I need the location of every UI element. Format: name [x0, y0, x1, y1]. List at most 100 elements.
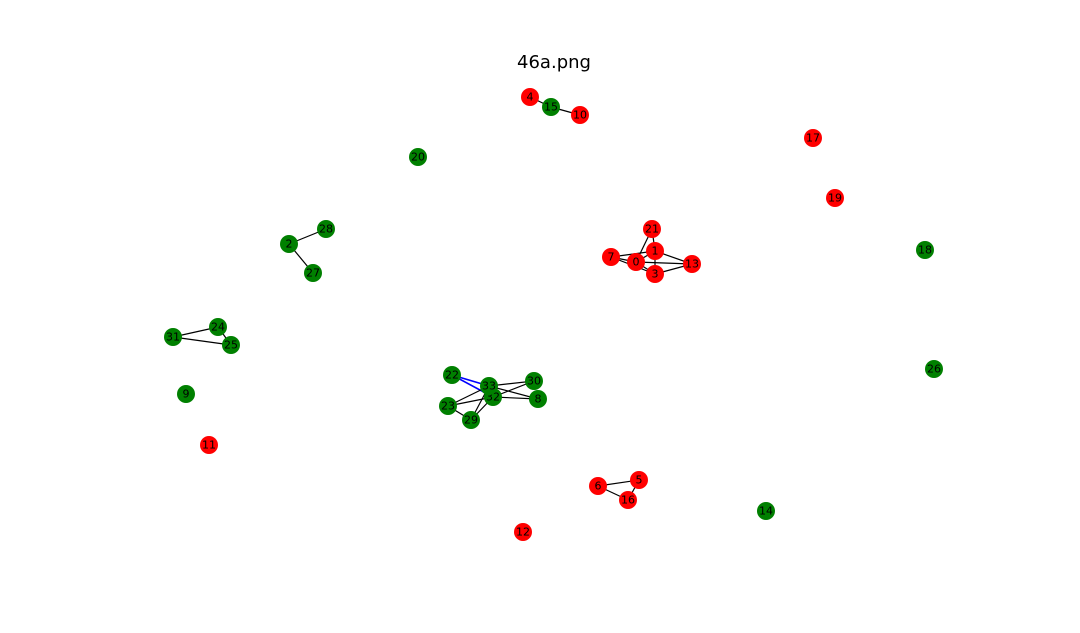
node-circle [521, 88, 539, 106]
node-label: 19 [828, 192, 842, 205]
node-label: 24 [211, 321, 225, 334]
node-label: 10 [573, 109, 587, 122]
nodes-layer: 0123456789101112131415161718192021222324… [164, 88, 943, 541]
node-label: 3 [652, 268, 659, 281]
node-25: 25 [222, 336, 240, 354]
node-circle [480, 377, 498, 395]
node-13: 13 [683, 255, 701, 273]
node-circle [514, 523, 532, 541]
node-2: 2 [280, 235, 298, 253]
node-circle [462, 411, 480, 429]
node-27: 27 [304, 264, 322, 282]
node-circle [525, 372, 543, 390]
node-label: 9 [183, 388, 190, 401]
node-label: 13 [685, 258, 699, 271]
node-circle [826, 189, 844, 207]
node-5: 5 [630, 471, 648, 489]
edges-layer [172, 96, 693, 501]
node-label: 33 [482, 380, 496, 393]
node-30: 30 [525, 372, 543, 390]
node-label: 18 [918, 244, 932, 257]
node-label: 22 [445, 369, 459, 382]
node-label: 5 [636, 474, 643, 487]
node-label: 8 [535, 393, 542, 406]
node-17: 17 [804, 129, 822, 147]
edge-31-25 [172, 336, 232, 346]
node-11: 11 [200, 436, 218, 454]
node-22: 22 [443, 366, 461, 384]
node-circle [209, 318, 227, 336]
node-20: 20 [409, 148, 427, 166]
node-18: 18 [916, 241, 934, 259]
node-circle [439, 397, 457, 415]
node-14: 14 [757, 502, 775, 520]
node-circle [646, 242, 664, 260]
node-3: 3 [646, 265, 664, 283]
node-0: 0 [627, 253, 645, 271]
node-31: 31 [164, 328, 182, 346]
node-10: 10 [571, 106, 589, 124]
node-label: 14 [759, 505, 773, 518]
node-label: 0 [633, 256, 640, 269]
node-label: 17 [806, 132, 820, 145]
node-circle [571, 106, 589, 124]
node-label: 31 [166, 331, 180, 344]
node-label: 27 [306, 267, 320, 280]
node-circle [443, 366, 461, 384]
node-1: 1 [646, 242, 664, 260]
node-circle [529, 390, 547, 408]
edge-0-13 [635, 261, 693, 265]
node-circle [602, 248, 620, 266]
node-15: 15 [542, 98, 560, 116]
node-4: 4 [521, 88, 539, 106]
node-label: 23 [441, 400, 455, 413]
node-26: 26 [925, 360, 943, 378]
node-label: 25 [224, 339, 238, 352]
node-label: 15 [544, 101, 558, 114]
node-label: 2 [286, 238, 293, 251]
node-24: 24 [209, 318, 227, 336]
node-circle [627, 253, 645, 271]
node-circle [619, 491, 637, 509]
node-label: 4 [527, 91, 534, 104]
node-8: 8 [529, 390, 547, 408]
node-circle [304, 264, 322, 282]
node-label: 21 [645, 223, 659, 236]
node-label: 20 [411, 151, 425, 164]
node-label: 26 [927, 363, 941, 376]
node-16: 16 [619, 491, 637, 509]
node-7: 7 [602, 248, 620, 266]
node-label: 12 [516, 526, 530, 539]
node-33: 33 [480, 377, 498, 395]
node-12: 12 [514, 523, 532, 541]
node-circle [646, 265, 664, 283]
node-6: 6 [589, 477, 607, 495]
node-circle [164, 328, 182, 346]
node-circle [589, 477, 607, 495]
node-circle [630, 471, 648, 489]
node-9: 9 [177, 385, 195, 403]
node-label: 7 [608, 251, 615, 264]
node-29: 29 [462, 411, 480, 429]
node-circle [200, 436, 218, 454]
node-label: 11 [202, 439, 216, 452]
node-label: 6 [595, 480, 602, 493]
node-circle [916, 241, 934, 259]
node-circle [757, 502, 775, 520]
node-label: 16 [621, 494, 635, 507]
node-circle [409, 148, 427, 166]
node-circle [683, 255, 701, 273]
figure-title: 46a.png [517, 52, 591, 73]
node-28: 28 [317, 220, 335, 238]
node-circle [177, 385, 195, 403]
node-circle [317, 220, 335, 238]
node-21: 21 [643, 220, 661, 238]
node-circle [643, 220, 661, 238]
node-circle [222, 336, 240, 354]
node-circle [925, 360, 943, 378]
node-label: 29 [464, 414, 478, 427]
node-circle [804, 129, 822, 147]
node-label: 28 [319, 223, 333, 236]
